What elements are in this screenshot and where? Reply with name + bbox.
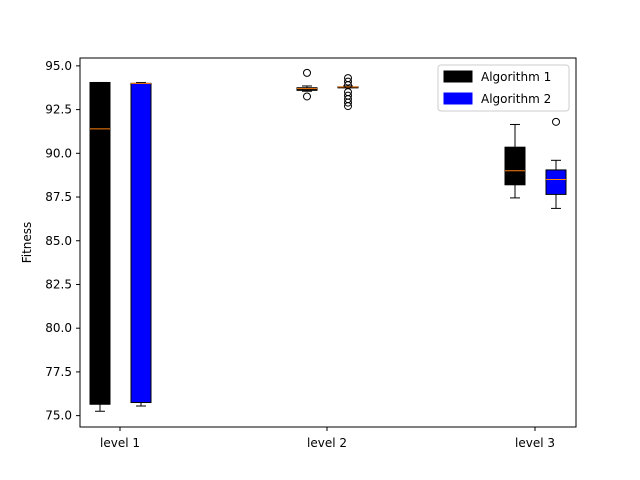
outlier-point: [303, 68, 311, 77]
outlier-point: [552, 117, 560, 126]
y-tick-label: 82.5: [45, 277, 72, 291]
axes-frame: [79, 57, 577, 428]
legend-label: Algorithm 1: [481, 70, 551, 84]
legend-swatch: [443, 92, 473, 105]
legend-swatch: [443, 70, 473, 83]
box-body: [504, 146, 526, 186]
box-algorithm-1-level-1: [89, 81, 111, 412]
y-tick-label: 85.0: [45, 234, 72, 248]
outlier-point: [303, 92, 311, 101]
y-tick-label: 87.5: [45, 190, 72, 204]
box-algorithm-2-level-3: [545, 117, 567, 209]
box-algorithm-2-level-2: [337, 74, 359, 111]
box-algorithm-1-level-3: [504, 123, 526, 199]
y-tick-label: 90.0: [45, 146, 72, 160]
box-body: [130, 82, 152, 404]
x-tick-label: level 2: [307, 436, 347, 450]
x-tick-label: level 3: [515, 436, 555, 450]
y-tick-label: 75.0: [45, 409, 72, 423]
y-tick-label: 95.0: [45, 59, 72, 73]
outlier-point: [344, 98, 352, 107]
box-body: [545, 169, 567, 195]
outlier-point: [344, 77, 352, 86]
axes: 75.0 77.5 80.0 82.5 85.0 87.5 90.0 92.5 95.0 leve…: [20, 57, 577, 450]
y-tick-label: 80.0: [45, 321, 72, 335]
legend: Algorithm 1 Algorithm 2: [437, 64, 570, 112]
y-tick-label: 92.5: [45, 103, 72, 117]
legend-label: Algorithm 2: [481, 92, 551, 106]
box-body: [89, 81, 111, 405]
plot-area: [89, 68, 567, 412]
box-algorithm-2-level-1: [130, 81, 152, 407]
y-tick-label: 77.5: [45, 365, 72, 379]
outlier-point: [344, 102, 352, 111]
box-algorithm-1-level-2: [296, 68, 318, 101]
y-axis-label: Fitness: [20, 222, 34, 264]
x-tick-label: level 1: [100, 436, 140, 450]
